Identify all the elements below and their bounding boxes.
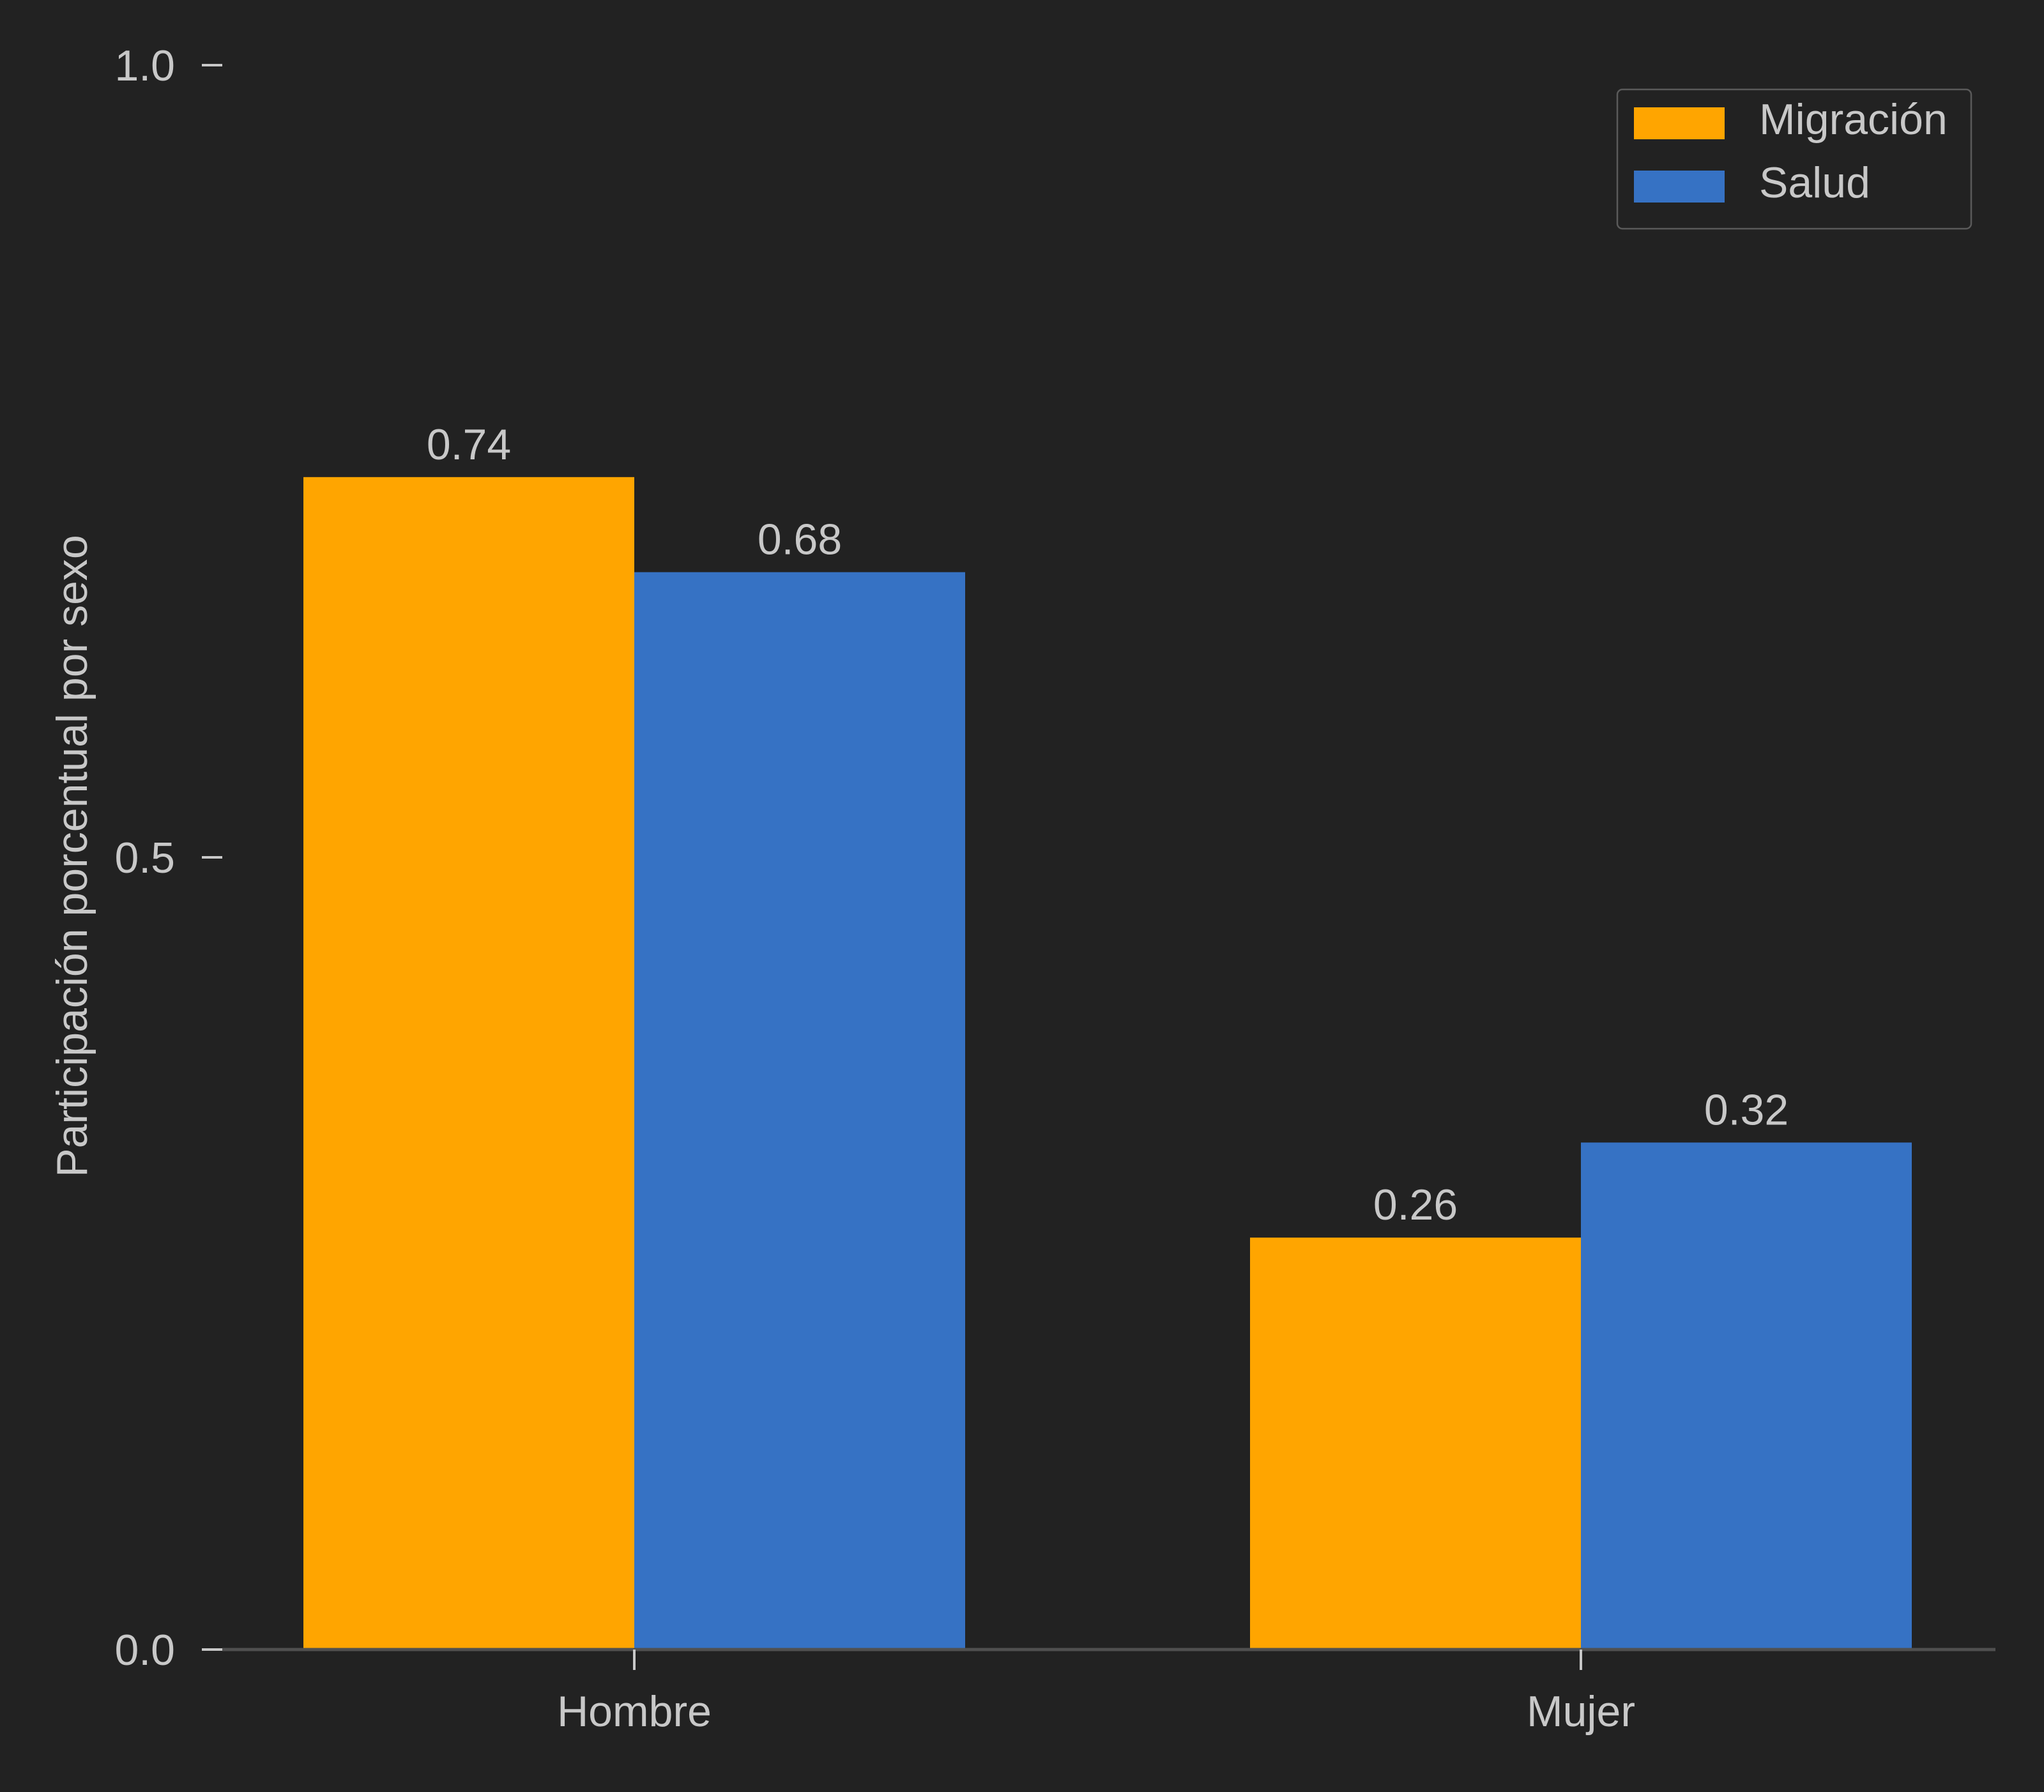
legend-label-migracion: Migración bbox=[1759, 95, 1948, 144]
legend-label-salud: Salud bbox=[1759, 158, 1870, 207]
bar-value-label-migracion-mujer: 0.26 bbox=[1373, 1181, 1458, 1229]
bar-value-label-salud-mujer: 0.32 bbox=[1704, 1085, 1788, 1134]
bar-salud-mujer bbox=[1581, 1142, 1912, 1650]
x-tick-label-mujer: Mujer bbox=[1527, 1687, 1635, 1736]
bar-value-label-salud-hombre: 0.68 bbox=[758, 516, 842, 564]
y-tick-label-0-5: 0.5 bbox=[114, 834, 175, 882]
bar-migracion-hombre bbox=[303, 477, 634, 1650]
y-tick-label-0-0: 0.0 bbox=[114, 1626, 175, 1674]
y-axis-label-group: Participación porcentual por sexo bbox=[48, 535, 96, 1177]
bar-value-labels: 0.74 0.68 0.26 0.32 bbox=[427, 420, 1788, 1229]
bars bbox=[303, 477, 1912, 1650]
legend-swatch-salud bbox=[1634, 171, 1725, 203]
legend: Migración Salud bbox=[1616, 88, 1972, 230]
y-tick-label-1-0: 1.0 bbox=[114, 42, 175, 90]
legend-swatch-migracion bbox=[1634, 107, 1725, 139]
bar-salud-hombre bbox=[634, 572, 965, 1650]
y-ticks: 0.0 0.5 1.0 bbox=[114, 42, 222, 1674]
x-ticks: Hombre Mujer bbox=[557, 1650, 1635, 1736]
x-tick-label-hombre: Hombre bbox=[557, 1687, 712, 1736]
bar-migracion-mujer bbox=[1250, 1237, 1581, 1650]
bar-value-label-migracion-hombre: 0.74 bbox=[427, 420, 511, 469]
y-axis-label: Participación porcentual por sexo bbox=[48, 535, 96, 1177]
